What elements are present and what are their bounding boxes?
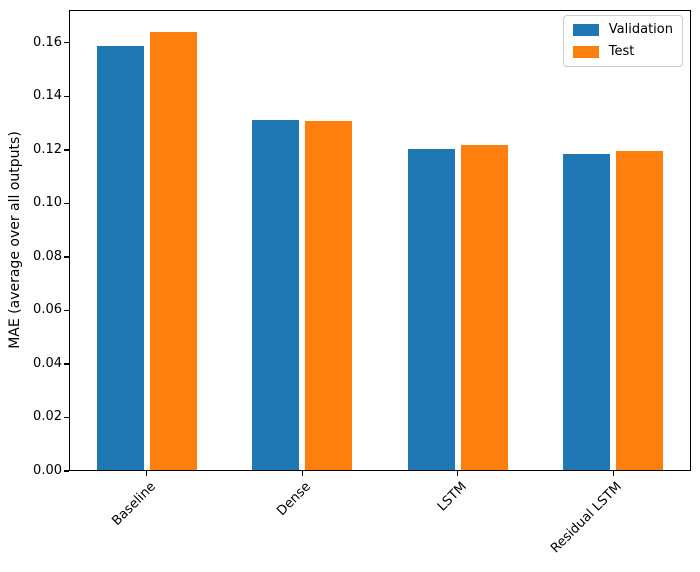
x-tick-mark [301,471,303,476]
y-tick-mark [64,95,69,97]
y-tick-label: 0.16 [33,34,62,50]
legend: Validation Test [562,15,683,67]
y-tick-label: 0.04 [33,355,62,371]
x-tick-label-lstm: LSTM [434,479,470,515]
bar-validation-lstm [407,149,455,470]
y-tick-label: 0.08 [33,248,62,264]
bar-test-baseline [149,32,197,470]
y-tick-label: 0.12 [33,141,62,157]
bar-validation-baseline [96,46,144,470]
x-tick-label-dense: Dense [274,479,315,519]
y-tick-label: 0.06 [33,302,62,318]
y-tick-mark [64,149,69,151]
legend-entry-test: Test [572,44,673,59]
x-tick-label-residual-lstm: Residual LSTM [548,479,626,557]
y-tick-mark [64,416,69,419]
x-tick-mark [146,471,148,476]
y-tick-mark [64,202,69,205]
y-tick-label: 0.14 [33,88,62,104]
y-tick-mark [64,470,69,472]
x-tick-mark [457,471,459,476]
y-tick-mark [64,256,69,258]
bar-test-lstm [460,144,508,470]
y-tick-label: 0.02 [33,409,62,425]
y-tick-label: 0.10 [33,195,62,211]
plot-area: Validation Test [69,10,691,471]
y-tick-mark [64,42,69,44]
y-tick-mark [64,309,69,312]
bar-test-residual-lstm [616,151,663,470]
validation-color-swatch [572,24,599,36]
y-tick-mark [64,363,69,365]
test-color-swatch [572,46,599,58]
legend-label-test: Test [608,44,635,59]
y-tick-label: 0.00 [33,463,62,478]
x-tick-label-baseline: Baseline [109,479,159,529]
legend-label-validation: Validation [608,22,673,37]
bar-validation-residual-lstm [563,154,611,470]
x-tick-mark [612,471,614,476]
legend-entry-validation: Validation [572,22,673,37]
bar-test-dense [305,120,352,470]
bar-validation-dense [252,120,300,470]
